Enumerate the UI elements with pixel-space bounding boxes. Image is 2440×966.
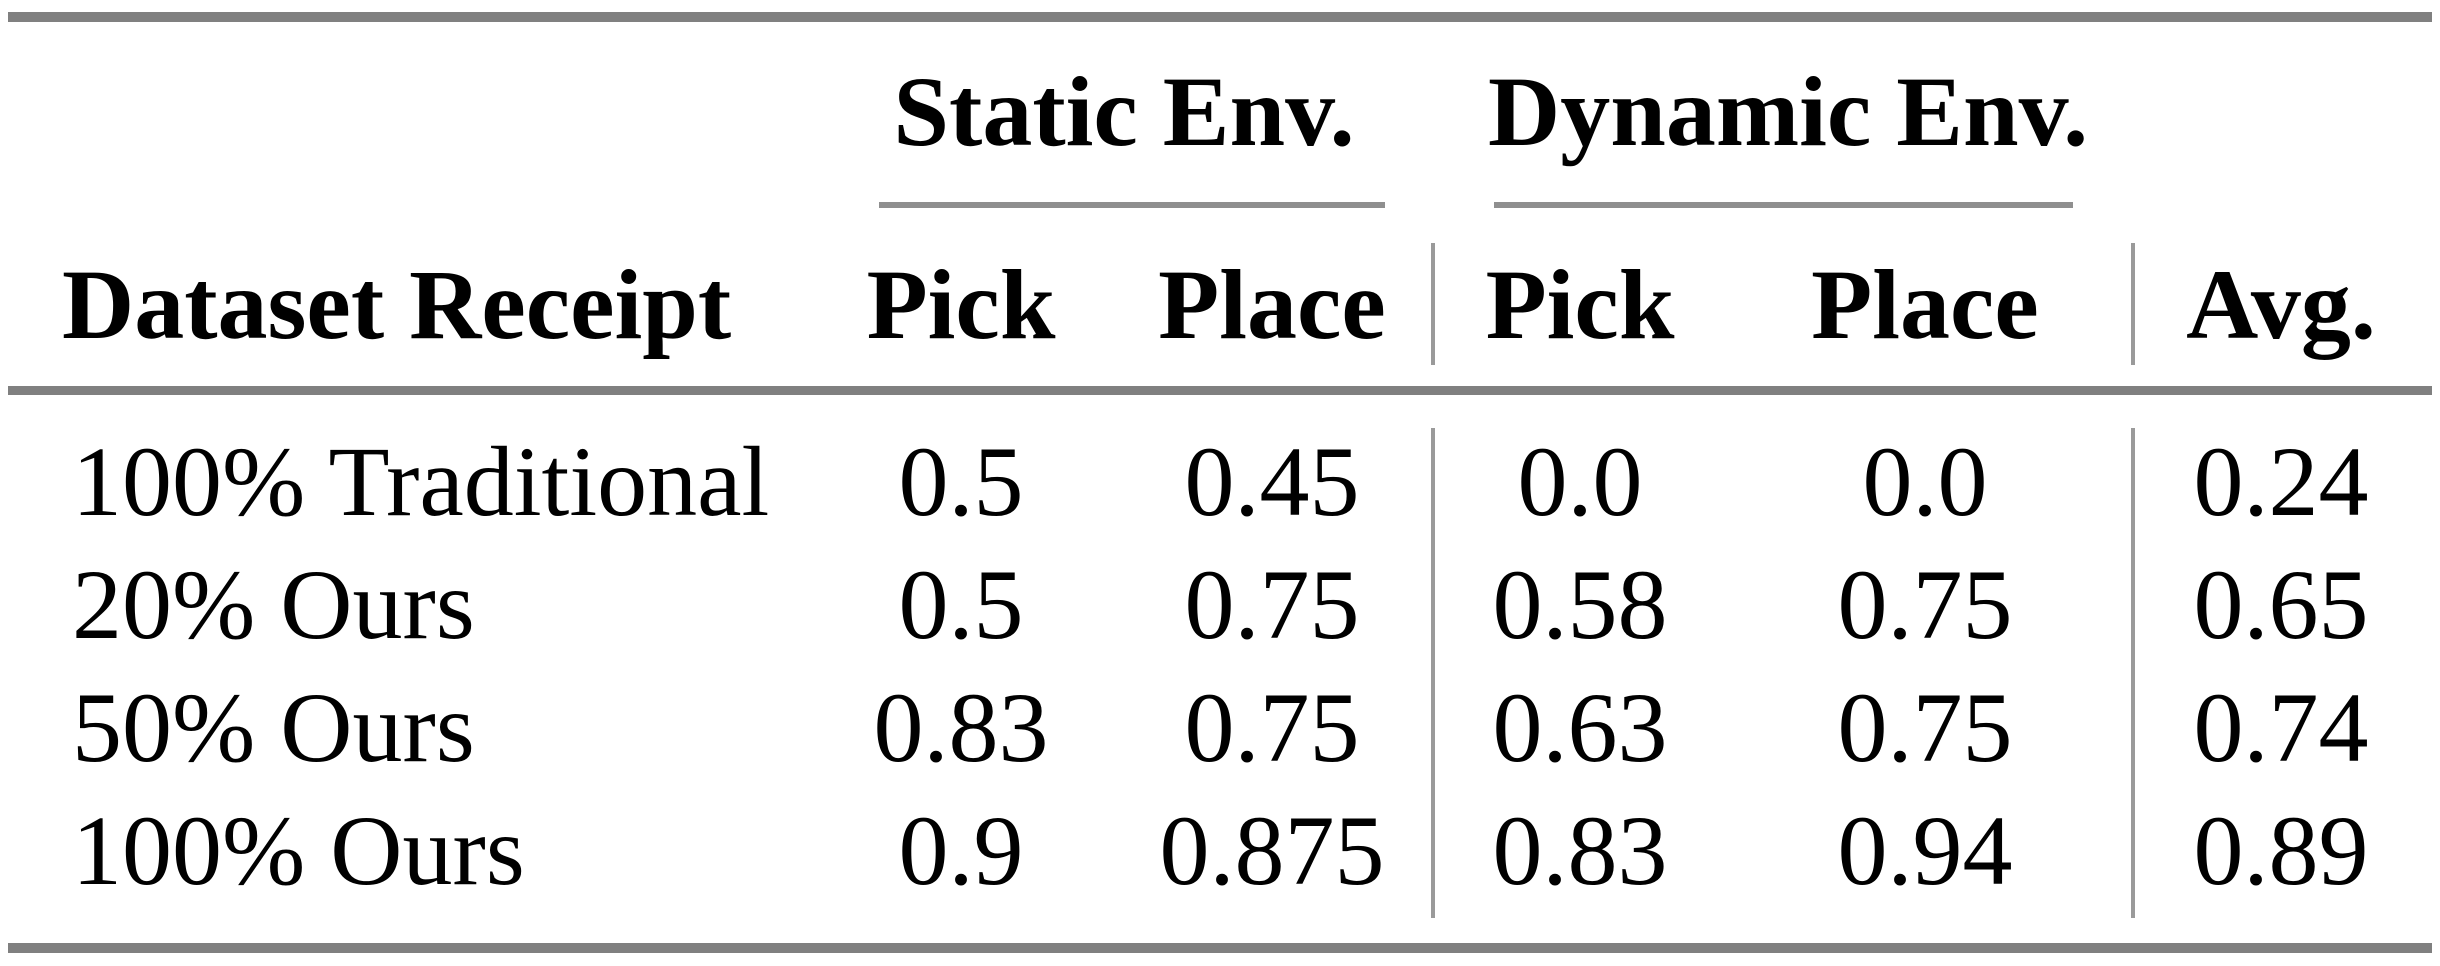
group-header-dynamic-env: Dynamic Env. <box>1488 56 2089 167</box>
row-label: 50% Ours <box>72 672 475 783</box>
column-header-dynamic-pick: Pick <box>1485 249 1675 360</box>
column-header-avg: Avg. <box>2186 249 2376 360</box>
column-separator-dynamic-avg-body <box>2131 428 2135 918</box>
cell-static-place: 0.75 <box>1184 549 1360 660</box>
cell-dynamic-pick: 0.83 <box>1492 795 1668 906</box>
column-separator-static-dynamic-header <box>1431 243 1435 365</box>
dynamic-env-spanner-rule <box>1494 202 2073 208</box>
cell-static-place: 0.875 <box>1159 795 1385 906</box>
cell-avg: 0.65 <box>2193 549 2369 660</box>
column-separator-static-dynamic-body <box>1431 428 1435 918</box>
static-env-spanner-rule <box>879 202 1385 208</box>
column-header-dataset-receipt: Dataset Receipt <box>62 249 732 360</box>
cell-dynamic-place: 0.94 <box>1837 795 2013 906</box>
cell-avg: 0.74 <box>2193 672 2369 783</box>
table-bottom-rule <box>8 943 2432 953</box>
group-header-static-env: Static Env. <box>893 56 1355 167</box>
cell-avg: 0.89 <box>2193 795 2369 906</box>
row-label: 20% Ours <box>72 549 475 660</box>
table-top-rule <box>8 12 2432 22</box>
cell-static-place: 0.45 <box>1184 426 1360 537</box>
table-header-divider-rule <box>8 386 2432 395</box>
row-label: 100% Traditional <box>72 426 770 537</box>
column-header-dynamic-place: Place <box>1811 249 2039 360</box>
cell-dynamic-pick: 0.58 <box>1492 549 1668 660</box>
cell-static-pick: 0.5 <box>898 426 1024 537</box>
cell-static-place: 0.75 <box>1184 672 1360 783</box>
cell-dynamic-place: 0.0 <box>1862 426 1988 537</box>
cell-dynamic-pick: 0.0 <box>1517 426 1643 537</box>
cell-dynamic-place: 0.75 <box>1837 672 2013 783</box>
cell-static-pick: 0.9 <box>898 795 1024 906</box>
cell-dynamic-pick: 0.63 <box>1492 672 1668 783</box>
column-header-static-pick: Pick <box>866 249 1056 360</box>
cell-avg: 0.24 <box>2193 426 2369 537</box>
column-separator-dynamic-avg-header <box>2131 243 2135 365</box>
cell-dynamic-place: 0.75 <box>1837 549 2013 660</box>
cell-static-pick: 0.5 <box>898 549 1024 660</box>
cell-static-pick: 0.83 <box>873 672 1049 783</box>
column-header-static-place: Place <box>1158 249 1386 360</box>
row-label: 100% Ours <box>72 795 525 906</box>
